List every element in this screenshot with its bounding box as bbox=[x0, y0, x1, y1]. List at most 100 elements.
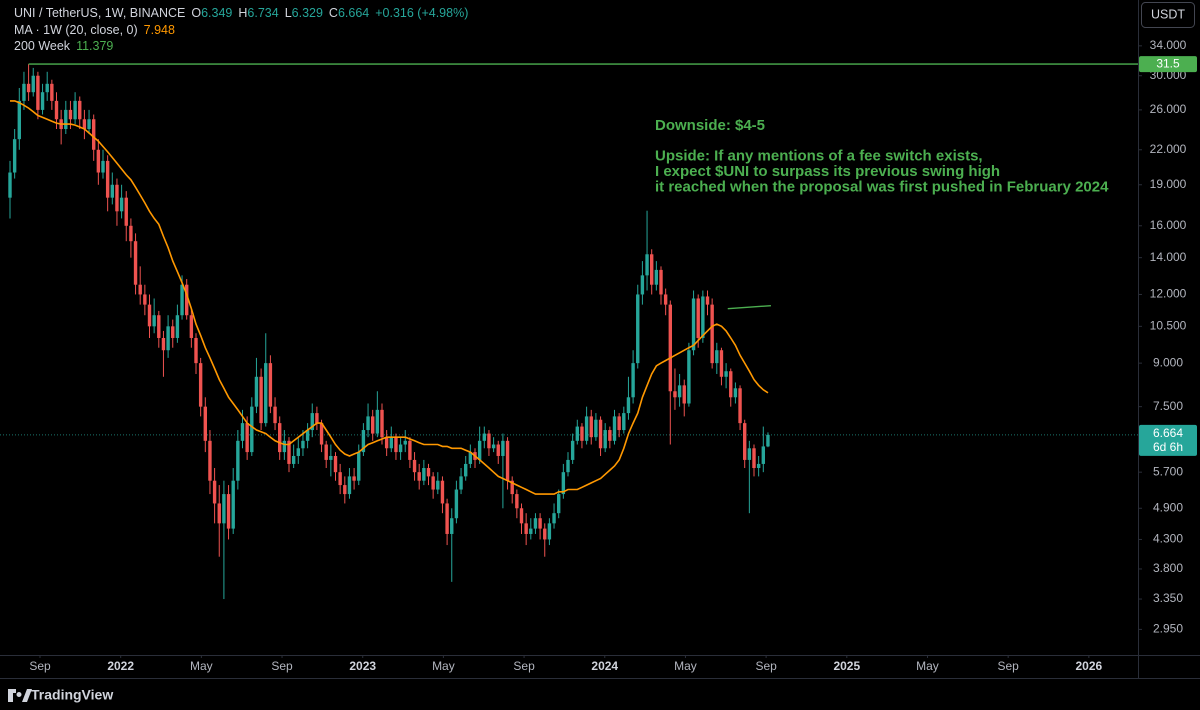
candle-body bbox=[524, 523, 528, 534]
candle-body bbox=[82, 119, 87, 129]
candle-body bbox=[380, 409, 384, 438]
candle-body bbox=[161, 337, 166, 351]
candle-body bbox=[129, 225, 133, 242]
candle-body bbox=[761, 446, 765, 464]
candle-body bbox=[8, 172, 12, 198]
candle-body bbox=[677, 385, 682, 398]
candle-body bbox=[22, 83, 26, 101]
candle-body bbox=[650, 254, 654, 285]
candle-body bbox=[491, 444, 496, 449]
candle-body bbox=[147, 304, 152, 327]
candle-body bbox=[729, 371, 733, 398]
y-tick-label: 22.000 bbox=[1150, 142, 1187, 156]
candle-body bbox=[384, 437, 389, 449]
candle-body bbox=[40, 92, 45, 110]
ohlc-letter: L bbox=[285, 6, 292, 20]
y-tick-label: 14.000 bbox=[1150, 250, 1187, 264]
candle-body bbox=[496, 444, 500, 456]
candle-body bbox=[408, 440, 412, 460]
candle-body bbox=[305, 430, 310, 441]
candle-body bbox=[747, 448, 752, 460]
change: +0.316 (+4.98%) bbox=[375, 6, 468, 20]
candle-body bbox=[543, 528, 547, 540]
button-frame[interactable] bbox=[1141, 2, 1195, 28]
candle-body bbox=[194, 337, 198, 364]
brand-name[interactable]: TradingView bbox=[31, 687, 113, 703]
price-tag-label: 6.664 bbox=[1153, 426, 1183, 440]
candle-body bbox=[259, 376, 263, 424]
candle-body bbox=[645, 254, 649, 276]
x-tick-label: Sep bbox=[997, 659, 1019, 673]
candle-body bbox=[273, 406, 277, 424]
candle-body bbox=[459, 476, 463, 490]
ohlc-value: 6.329 bbox=[292, 6, 323, 20]
candle-body bbox=[87, 119, 91, 129]
candle-body bbox=[240, 423, 245, 441]
candle-body bbox=[440, 480, 445, 504]
candle-body bbox=[105, 160, 110, 198]
candle-body bbox=[310, 413, 314, 431]
candle-body bbox=[175, 315, 180, 338]
candle-body bbox=[584, 416, 589, 441]
week200-line bbox=[727, 304, 771, 310]
brand-logo[interactable] bbox=[8, 689, 32, 702]
candle-body bbox=[636, 294, 640, 364]
candle-body bbox=[208, 440, 212, 481]
candle-body bbox=[398, 444, 403, 453]
candle-body bbox=[608, 430, 612, 441]
y-tick-label: 19.000 bbox=[1150, 177, 1187, 191]
brand[interactable]: TradingView bbox=[8, 687, 113, 703]
candle-body bbox=[752, 448, 756, 469]
ma-value: 7.948 bbox=[144, 23, 175, 37]
annotation: Upside: If any mentions of a fee switch … bbox=[655, 147, 983, 164]
candle-body bbox=[101, 160, 105, 173]
candle-body bbox=[157, 315, 161, 338]
y-tick-label: 5.700 bbox=[1153, 464, 1183, 478]
y-tick-label: 16.000 bbox=[1150, 218, 1187, 232]
candle-body bbox=[724, 371, 728, 377]
ma-legend: MA · 1W (20, close, 0) 7.948 bbox=[14, 23, 175, 37]
currency-button[interactable]: USDT bbox=[1141, 2, 1195, 28]
ohlc-value: 6.734 bbox=[247, 6, 278, 20]
y-tick-label: 7.500 bbox=[1153, 399, 1183, 413]
candle-body bbox=[315, 413, 319, 424]
x-tick-label: May bbox=[674, 659, 697, 673]
candle-body bbox=[505, 440, 510, 481]
candle-body bbox=[561, 472, 566, 495]
moving-average-line bbox=[10, 100, 769, 495]
annotation: it reached when the proposal was first p… bbox=[655, 178, 1109, 195]
x-tick-label: Sep bbox=[513, 659, 535, 673]
candle-body bbox=[766, 434, 770, 447]
candle-body bbox=[371, 416, 375, 434]
candle-body bbox=[73, 100, 77, 120]
candle-body bbox=[68, 109, 73, 120]
candle-body bbox=[426, 468, 431, 477]
x-tick-label: 2022 bbox=[107, 659, 134, 673]
x-tick-label: 2023 bbox=[349, 659, 376, 673]
candle-body bbox=[482, 433, 486, 441]
candle-body bbox=[115, 184, 119, 212]
candle-body bbox=[389, 437, 393, 449]
candle-body bbox=[268, 363, 273, 407]
x-tick-label: May bbox=[432, 659, 455, 673]
candle-body bbox=[738, 388, 742, 424]
candle-body bbox=[110, 184, 114, 198]
candle-body bbox=[185, 284, 189, 316]
candle-body bbox=[510, 480, 514, 495]
candle-body bbox=[254, 376, 259, 407]
button-label[interactable]: USDT bbox=[1151, 7, 1185, 21]
plot-area bbox=[0, 63, 1138, 600]
candle-body bbox=[36, 75, 40, 110]
candle-body bbox=[566, 459, 570, 473]
week200-name: 200 Week bbox=[14, 39, 71, 53]
candle-body bbox=[445, 503, 449, 534]
candle-body bbox=[631, 363, 635, 398]
y-tick-label: 4.300 bbox=[1153, 532, 1183, 546]
ohlc-value: 6.664 bbox=[338, 6, 369, 20]
candle-body bbox=[217, 503, 221, 524]
x-tick-label: Sep bbox=[755, 659, 777, 673]
candle-body bbox=[715, 350, 719, 364]
candle-body bbox=[710, 304, 714, 364]
candle-body bbox=[64, 109, 68, 129]
candle-body bbox=[54, 100, 59, 120]
